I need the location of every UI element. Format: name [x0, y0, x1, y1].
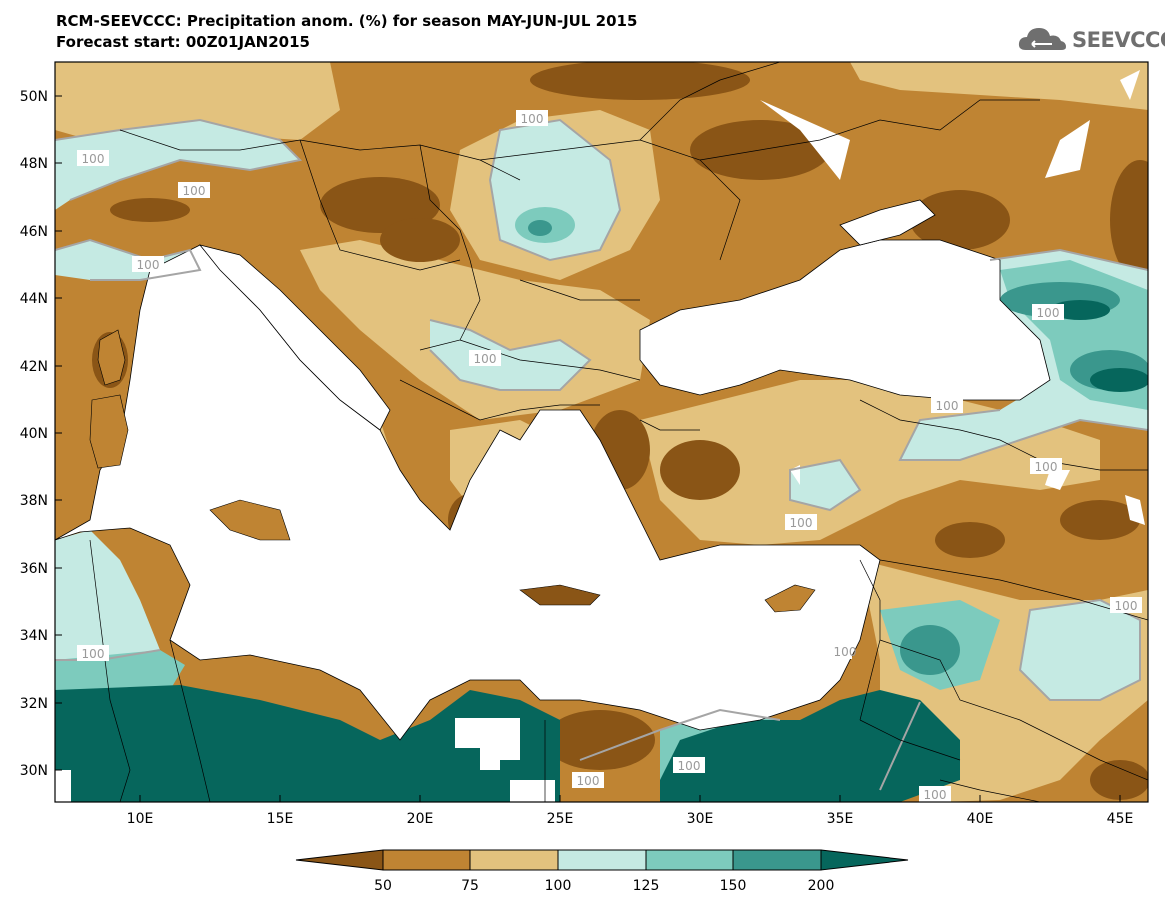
contour-label: 100 [1032, 304, 1064, 320]
legend-swatch-gt200 [820, 849, 909, 871]
contour-label: 100 [1110, 597, 1142, 613]
y-tick-labels: 50N 48N 46N 44N 42N 40N 38N 36N 34N 32N … [20, 89, 48, 779]
legend-swatch-100-125 [557, 849, 647, 871]
svg-text:100: 100 [678, 759, 701, 773]
y-tick-label: 30N [20, 763, 48, 779]
map-title: RCM-SEEVCCC: Precipitation anom. (%) for… [56, 12, 638, 30]
svg-text:100: 100 [1037, 306, 1060, 320]
contour-label: 100 [673, 757, 705, 773]
no-data-patches [55, 70, 1145, 802]
y-axis [55, 95, 62, 771]
contour-label: 100 [469, 350, 501, 366]
cloud-icon [1018, 28, 1066, 50]
x-tick-label: 15E [267, 811, 294, 827]
x-axis [139, 795, 1121, 802]
svg-text:100: 100 [82, 152, 105, 166]
contour-label: 100 [572, 772, 604, 788]
logo-text: SEEVCCC [1072, 28, 1165, 52]
y-tick-label: 44N [20, 291, 48, 307]
contour-label: 100 [1030, 458, 1062, 474]
x-tick-label: 45E [1107, 811, 1134, 827]
svg-text:100: 100 [1035, 460, 1058, 474]
legend-swatch-50-75 [382, 849, 471, 871]
x-tick-labels: 10E 15E 20E 25E 30E 35E 40E 45E [127, 811, 1134, 827]
map-frame [54, 61, 1149, 803]
legend-label: 75 [461, 878, 479, 894]
legend-label: 50 [374, 878, 392, 894]
svg-text:100: 100 [183, 184, 206, 198]
legend-label: 200 [808, 878, 835, 894]
contour-label: 100 [919, 786, 951, 802]
legend-swatch-125-150 [645, 849, 734, 871]
sea-areas [55, 199, 1051, 741]
contour-label: 100 [77, 645, 109, 661]
contour-label: 100 [785, 514, 817, 530]
svg-text:100: 100 [1115, 599, 1138, 613]
y-tick-label: 46N [20, 224, 48, 240]
svg-text:100: 100 [474, 352, 497, 366]
contour-lines-100 [55, 118, 1148, 791]
map-panel: 100 100 100 100 100 100 100 100 100 100 … [55, 62, 1148, 802]
contour-label: 100 [516, 110, 548, 126]
contour-label: 100 [834, 643, 857, 659]
extreme-wet-areas [55, 300, 1148, 802]
svg-text:100: 100 [924, 788, 947, 802]
x-tick-label: 30E [687, 811, 714, 827]
y-tick-label: 48N [20, 156, 48, 172]
contour-label: 100 [178, 182, 210, 198]
contour-label: 100 [132, 256, 164, 272]
svg-text:100: 100 [936, 399, 959, 413]
svg-text:100: 100 [577, 774, 600, 788]
x-tick-label: 40E [967, 811, 994, 827]
seevccc-logo: SEEVCCC [1018, 22, 1165, 56]
svg-text:100: 100 [834, 645, 857, 659]
legend-swatch-75-100 [469, 849, 559, 871]
island-shapes [89, 329, 816, 613]
y-tick-label: 34N [20, 628, 48, 644]
y-tick-label: 32N [20, 696, 48, 712]
colorbar-legend [295, 849, 909, 871]
svg-text:100: 100 [82, 647, 105, 661]
legend-label: 100 [545, 878, 572, 894]
contour-label: 100 [77, 150, 109, 166]
x-tick-label: 20E [407, 811, 434, 827]
x-tick-label: 35E [827, 811, 854, 827]
y-tick-label: 42N [20, 359, 48, 375]
legend-swatch-lt50 [295, 849, 384, 871]
y-tick-label: 36N [20, 561, 48, 577]
x-tick-label: 10E [127, 811, 154, 827]
y-tick-label: 40N [20, 426, 48, 442]
forecast-start-label: Forecast start: 00Z01JAN2015 [56, 33, 310, 51]
svg-text:100: 100 [137, 258, 160, 272]
country-borders [89, 62, 1148, 802]
legend-label: 125 [633, 878, 660, 894]
y-tick-label: 38N [20, 493, 48, 509]
contour-labels: 100 100 100 100 100 100 100 100 100 100 … [77, 110, 1142, 802]
legend-swatch-150-200 [732, 849, 822, 871]
x-tick-label: 25E [547, 811, 574, 827]
contour-label: 100 [931, 397, 963, 413]
legend-label: 150 [720, 878, 747, 894]
svg-text:100: 100 [521, 112, 544, 126]
y-tick-label: 50N [20, 89, 48, 105]
svg-text:100: 100 [790, 516, 813, 530]
legend-labels: 50 75 100 125 150 200 [374, 878, 834, 894]
